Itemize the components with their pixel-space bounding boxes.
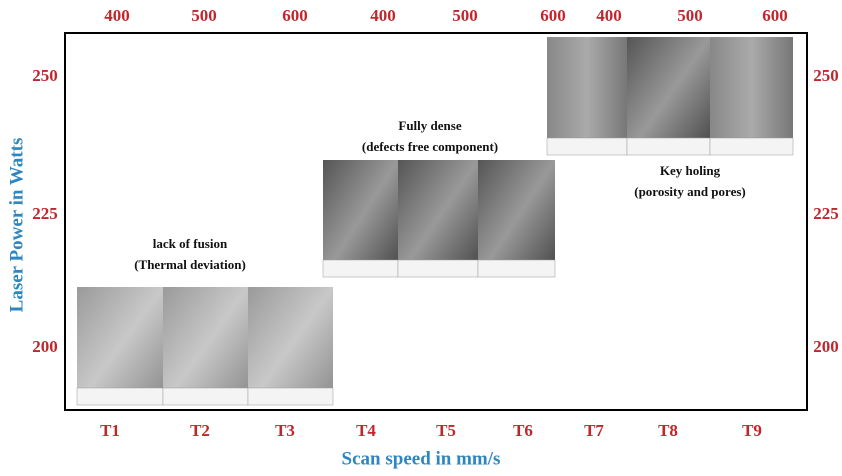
top-label: 400 — [596, 6, 622, 25]
figure: Scan speed in mm/s Laser Power in Watts … — [0, 0, 842, 476]
image-info-bar — [710, 138, 793, 155]
group-title: Fully dense — [398, 118, 461, 133]
bottom-label: T2 — [190, 421, 210, 440]
bottom-label: T6 — [513, 421, 533, 440]
top-label: 500 — [191, 6, 217, 25]
top-label: 600 — [762, 6, 788, 25]
image-info-bar — [398, 260, 478, 277]
group-subtitle: (defects free component) — [362, 139, 498, 154]
top-label: 500 — [677, 6, 703, 25]
top-label: 600 — [282, 6, 308, 25]
sem-image — [627, 37, 710, 155]
bottom-label: T9 — [742, 421, 762, 440]
left-label: 225 — [32, 204, 58, 223]
y-axis-title: Laser Power in Watts — [6, 138, 27, 313]
sem-image — [77, 287, 163, 405]
top-label: 400 — [104, 6, 130, 25]
left-label: 250 — [32, 66, 58, 85]
sem-image — [398, 160, 478, 277]
top-label: 500 — [452, 6, 478, 25]
sem-image — [163, 287, 248, 405]
group-subtitle: (porosity and pores) — [634, 184, 745, 199]
group-subtitle: (Thermal deviation) — [134, 257, 246, 272]
image-info-bar — [248, 388, 333, 405]
image-info-bar — [478, 260, 555, 277]
image-info-bar — [323, 260, 398, 277]
bottom-label: T4 — [356, 421, 376, 440]
right-label: 200 — [813, 337, 839, 356]
image-info-bar — [547, 138, 627, 155]
top-label: 400 — [370, 6, 396, 25]
group-title: lack of fusion — [153, 236, 228, 251]
left-label: 200 — [32, 337, 58, 356]
top-label: 600 — [540, 6, 566, 25]
right-label: 225 — [813, 204, 839, 223]
image-info-bar — [77, 388, 163, 405]
sem-image — [248, 287, 333, 405]
bottom-label: T7 — [584, 421, 604, 440]
sem-image — [478, 160, 555, 277]
bottom-label: T3 — [275, 421, 295, 440]
bottom-label: T5 — [436, 421, 456, 440]
image-info-bar — [627, 138, 710, 155]
sem-image — [547, 37, 627, 155]
sem-image — [710, 37, 793, 155]
sem-image — [323, 160, 398, 277]
bottom-label: T1 — [100, 421, 120, 440]
right-label: 250 — [813, 66, 839, 85]
bottom-label: T8 — [658, 421, 678, 440]
group-title: Key holing — [660, 163, 721, 178]
x-axis-title: Scan speed in mm/s — [342, 448, 501, 469]
image-info-bar — [163, 388, 248, 405]
